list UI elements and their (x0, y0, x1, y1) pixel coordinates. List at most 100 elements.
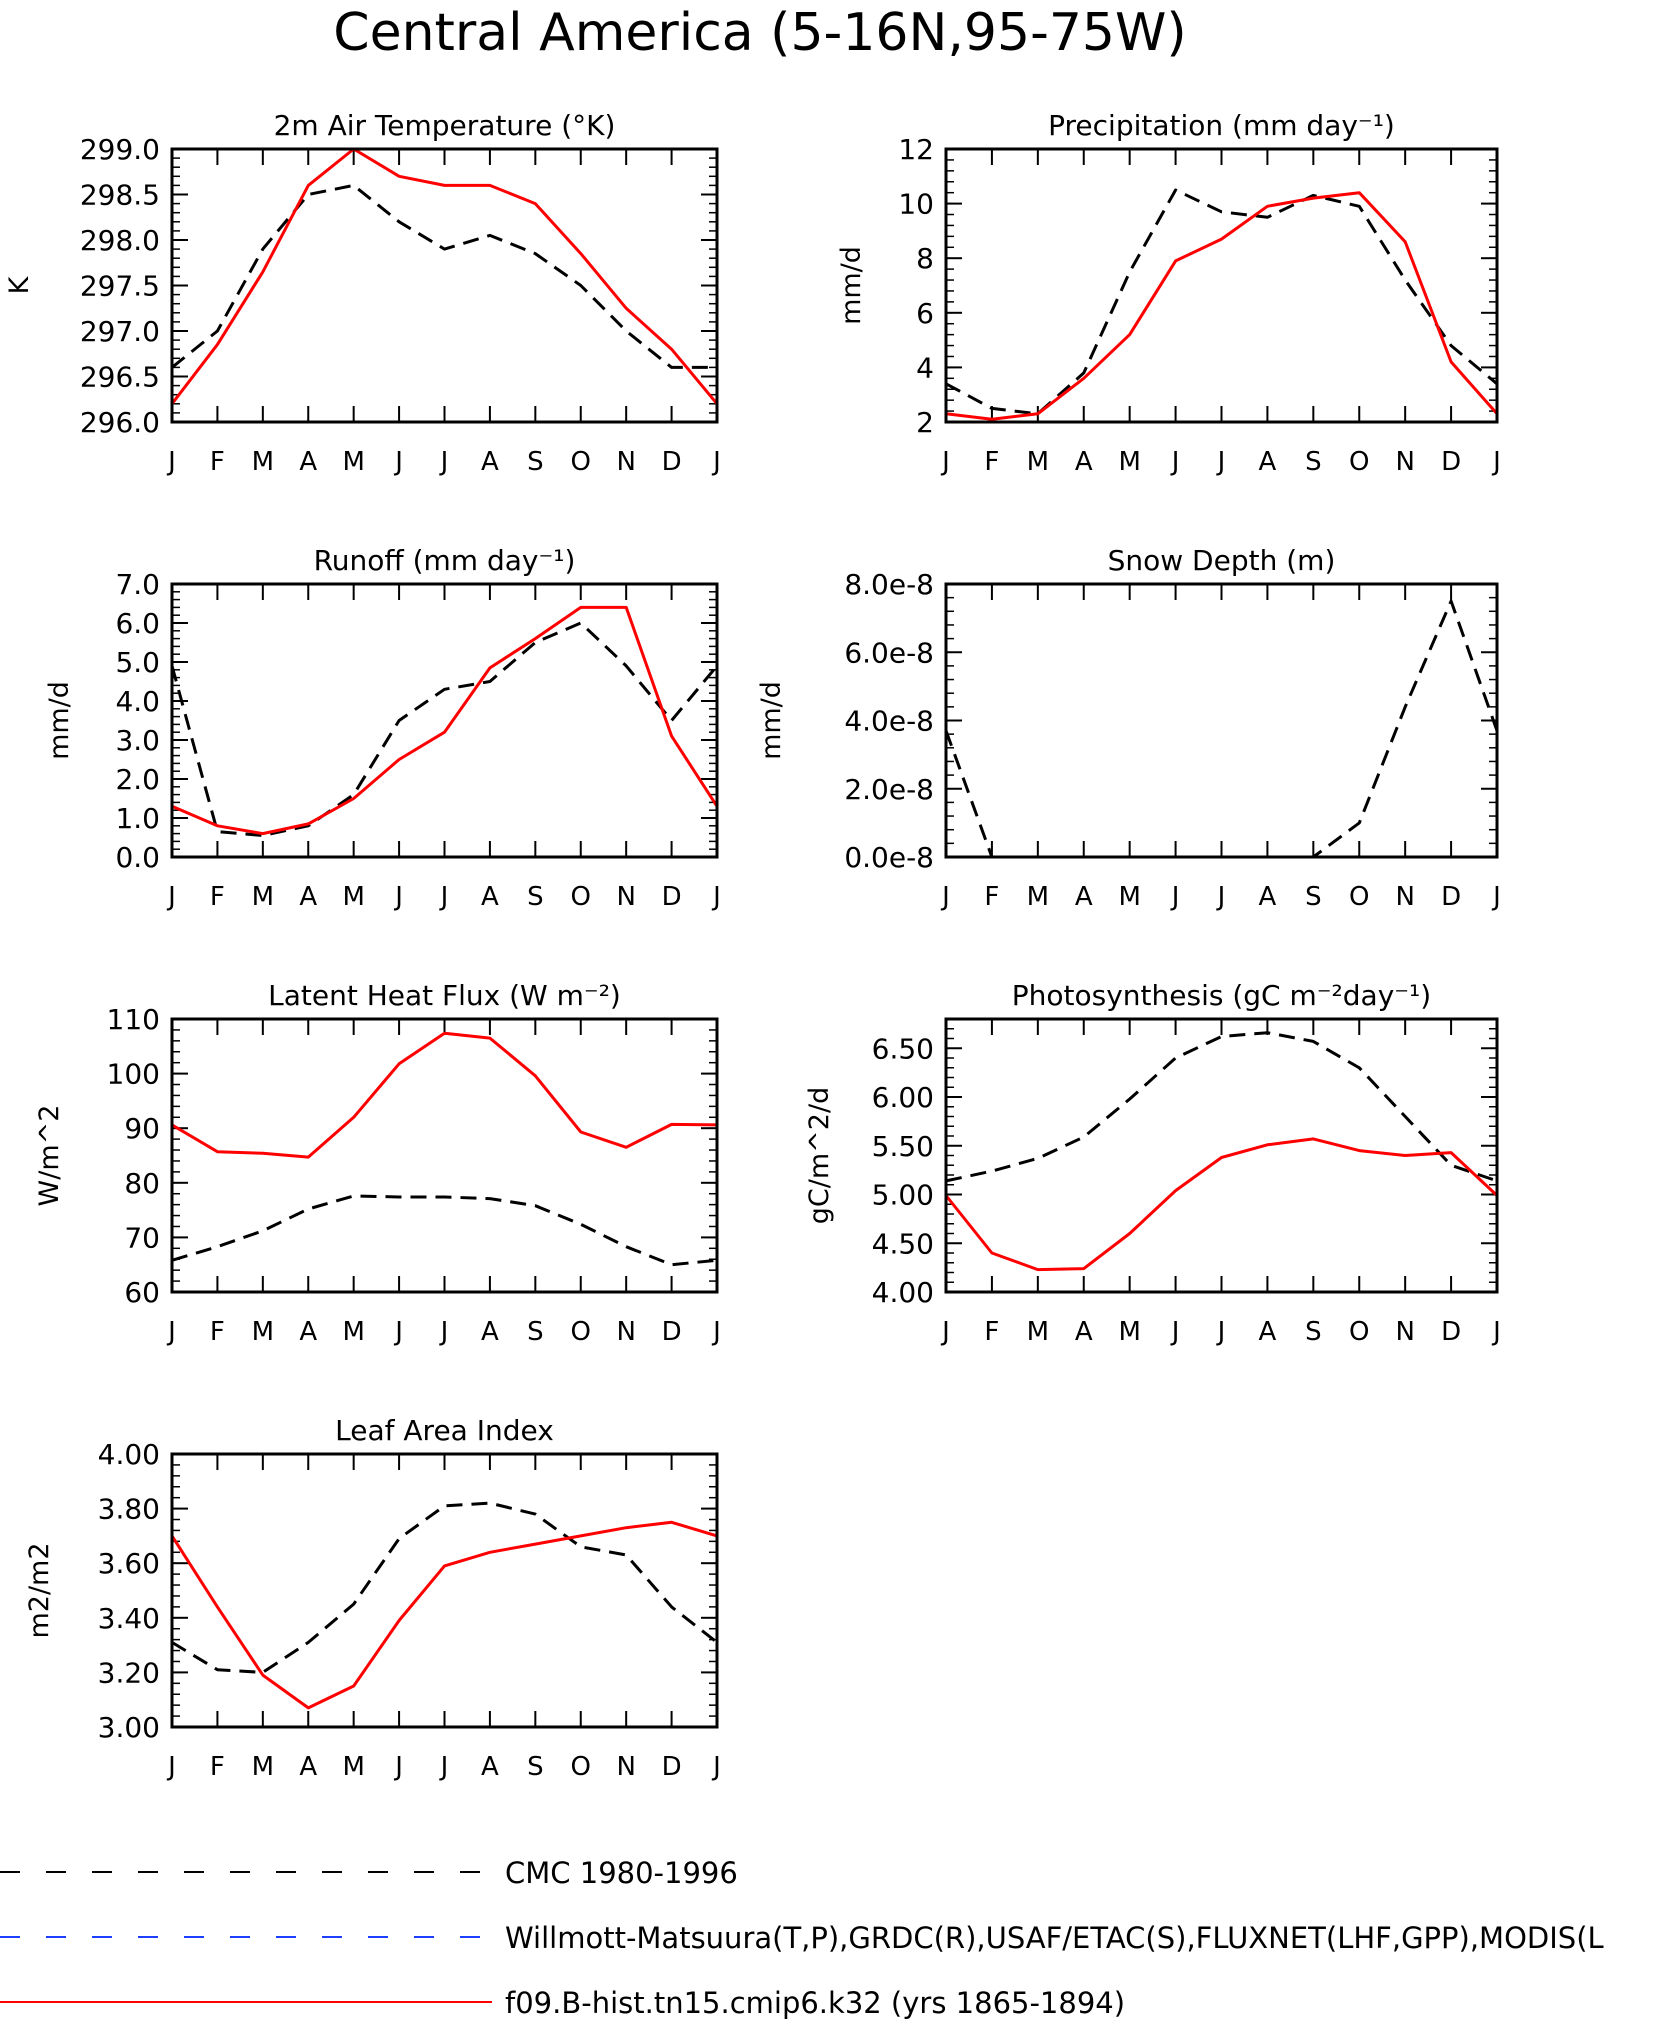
x-tick-label: J (1216, 1317, 1226, 1347)
series-line-model (170, 147, 719, 405)
x-tick-label: M (342, 447, 364, 477)
x-tick-label: J (711, 882, 721, 912)
plot-frame (170, 1452, 719, 1729)
x-tick-label: M (1027, 447, 1049, 477)
x-tick-label: J (439, 882, 449, 912)
y-axis-label: mm/d (836, 246, 867, 325)
y-tick-label: 298.0 (80, 224, 160, 257)
x-tick-label: A (299, 1752, 317, 1782)
series-line-obs1 (171, 1194, 718, 1267)
y-tick-label: 100 (107, 1058, 160, 1091)
y-tick-label: 0.0e-8 (844, 841, 934, 874)
panel-title: Snow Depth (m) (1108, 544, 1336, 577)
y-tick-label: 8 (916, 242, 934, 275)
x-tick-label: J (439, 1752, 449, 1782)
x-tick-label: M (342, 1752, 364, 1782)
x-tick-label: N (1395, 882, 1414, 912)
x-tick-label: D (662, 1752, 682, 1782)
y-tick-label: 296.5 (80, 361, 160, 394)
panel-title: Photosynthesis (gC m⁻²day⁻¹) (1012, 979, 1431, 1012)
x-tick-label: A (1259, 882, 1277, 912)
x-tick-label: J (1216, 447, 1226, 477)
y-tick-label: 4.50 (872, 1227, 934, 1260)
x-tick-label: J (393, 1317, 403, 1347)
x-tick-label: D (1441, 882, 1461, 912)
x-tick-label: A (299, 882, 317, 912)
y-tick-label: 7.0 (115, 568, 160, 601)
panel-title: Runoff (mm day⁻¹) (314, 544, 576, 577)
x-tick-label: N (616, 1752, 635, 1782)
legend-label-1: CMC 1980-1996 (505, 1856, 738, 1890)
x-tick-label: J (166, 447, 176, 477)
y-axis-label: mm/d (756, 681, 787, 760)
x-tick-label: S (527, 882, 544, 912)
x-tick-label: M (1118, 447, 1140, 477)
x-tick-label: A (1075, 882, 1093, 912)
y-axis-label: K (4, 275, 35, 294)
y-axis-label: mm/d (44, 681, 75, 760)
x-tick-label: M (252, 447, 274, 477)
x-tick-label: J (439, 447, 449, 477)
x-tick-label: F (210, 447, 225, 477)
x-tick-label: N (1395, 1317, 1414, 1347)
x-tick-label: J (711, 1752, 721, 1782)
x-tick-label: A (481, 447, 499, 477)
panel-6: Photosynthesis (gC m⁻²day⁻¹)gC/m^2/dJ F M A… (804, 979, 1501, 1347)
x-tick-label: F (210, 1317, 225, 1347)
y-tick-label: 6.00 (872, 1081, 934, 1114)
y-tick-label: 3.00 (98, 1711, 160, 1744)
x-tick-label: D (662, 882, 682, 912)
x-tick-label: S (1305, 447, 1322, 477)
series-line-model (945, 191, 1499, 421)
y-tick-label: 296.0 (80, 406, 160, 439)
y-tick-label: 5.0 (115, 646, 160, 679)
panel-3: Runoff (mm day⁻¹)mm/dJ F M A M J J A S O N D J0.01.0… (44, 544, 721, 912)
x-tick-label: M (252, 1752, 274, 1782)
y-tick-label: 1.0 (115, 802, 160, 835)
x-tick-label: A (299, 1317, 317, 1347)
y-tick-label: 80 (124, 1167, 160, 1200)
y-axis-label: gC/m^2/d (804, 1087, 835, 1224)
plot-frame (170, 582, 719, 859)
x-tick-label: J (1491, 1317, 1501, 1347)
legend: CMC 1980-1996 Willmott-Matsuura(T,P),GRDC… (0, 1856, 1604, 2020)
x-tick-label: J (1491, 447, 1501, 477)
y-tick-label: 110 (107, 1003, 160, 1036)
y-tick-label: 2 (916, 406, 934, 439)
x-tick-label: J (439, 1317, 449, 1347)
x-tick-label: A (299, 447, 317, 477)
legend-label-3: f09.B-hist.tn15.cmip6.k32 (yrs 1865-1894… (505, 1986, 1125, 2020)
panel-5: Latent Heat Flux (W m⁻²)W/m^2J F M A M J J A S O N… (34, 979, 721, 1347)
x-tick-label: M (1118, 1317, 1140, 1347)
plot-frame (944, 1017, 1499, 1294)
series-line-obs1 (945, 1031, 1498, 1183)
y-tick-label: 4.0e-8 (844, 705, 934, 738)
x-tick-label: J (711, 1317, 721, 1347)
x-tick-label: O (571, 1317, 591, 1347)
y-tick-label: 6.0e-8 (844, 636, 934, 669)
series-line-obs1 (945, 188, 1498, 416)
x-tick-label: J (166, 1752, 176, 1782)
x-tick-label: O (571, 447, 591, 477)
figure-title: Central America (5-16N,95-75W) (333, 3, 1186, 63)
x-tick-label: J (1216, 882, 1226, 912)
x-tick-label: J (1170, 1317, 1180, 1347)
series-line-model (170, 1520, 718, 1710)
x-tick-label: J (393, 882, 403, 912)
y-tick-label: 8.0e-8 (844, 568, 934, 601)
y-tick-label: 3.80 (98, 1493, 160, 1526)
x-tick-label: J (940, 882, 950, 912)
x-tick-label: S (1305, 1317, 1322, 1347)
x-tick-label: A (481, 882, 499, 912)
x-tick-label: M (1027, 882, 1049, 912)
x-tick-label: M (1027, 1317, 1049, 1347)
x-tick-label: J (1491, 882, 1501, 912)
y-tick-label: 4.00 (98, 1438, 160, 1471)
x-tick-label: D (1441, 1317, 1461, 1347)
plot-frame (170, 147, 719, 424)
x-tick-label: S (527, 1317, 544, 1347)
y-tick-label: 4.0 (115, 685, 160, 718)
x-tick-label: F (984, 882, 999, 912)
x-tick-label: A (1259, 1317, 1277, 1347)
x-tick-label: S (527, 1752, 544, 1782)
